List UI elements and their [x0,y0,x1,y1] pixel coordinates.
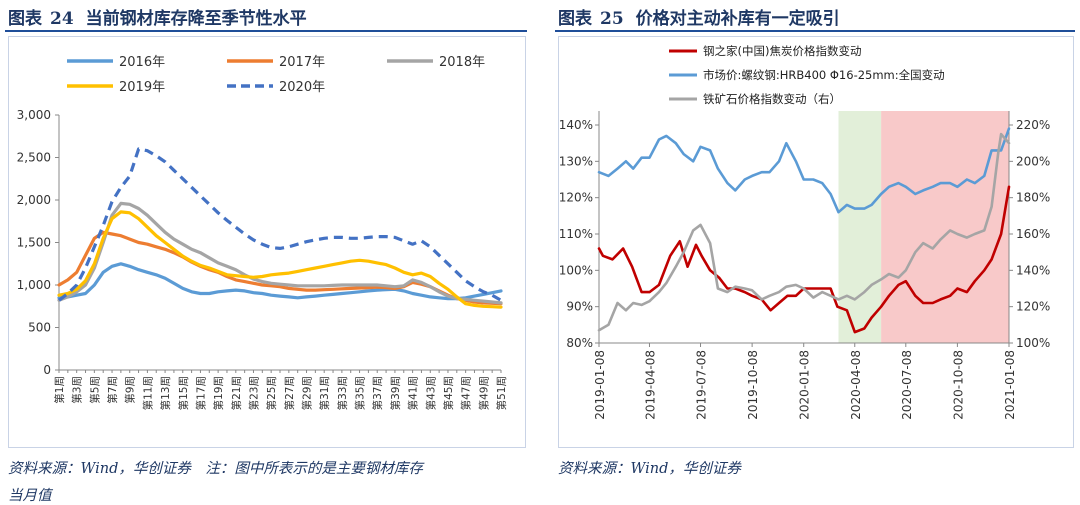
right-chart-panel: 80% 90% 100% 110% 120% 130% 140% 100% 120% 140% 16… [558,36,1074,448]
left-x-tick-label: 第1周 [53,376,66,404]
left-x-tick-label: 第37周 [371,376,384,410]
left-series-line-2016年 [57,262,503,301]
right-y-left-tick-label: 110% [559,227,593,241]
left-x-tick-label: 第31周 [318,376,331,410]
right-series-line-1 [597,127,1011,214]
left-series-line-2018年 [57,201,503,305]
right-x-tick-label: 2021-01-08 [1003,350,1017,420]
left-legend-label: 2016年 [119,55,165,70]
left-x-tick-label: 第33周 [336,376,349,410]
left-x-tick-label: 第47周 [460,376,473,410]
right-y-right-tick-label: 180% [1016,191,1050,205]
left-legend-label: 2017年 [279,55,325,70]
left-x-tick-label: 第17周 [194,376,207,410]
right-title-rule [555,30,1075,32]
right-series-line-2 [597,132,1011,332]
right-y-right-tick-label: 220% [1016,118,1050,132]
right-y-left-tick-label: 100% [559,263,593,277]
right-y-right-tick-label: 100% [1016,336,1050,350]
left-x-tick-label: 第21周 [230,376,243,410]
left-figure-title: 图表 24 当前钢材库存降至季节性水平 [8,4,307,29]
left-source-note: 资料来源：Wind，华创证券 注：图中所表示的是主要钢材库存 [8,461,423,477]
right-x-tick-label: 2020-10-08 [951,350,965,420]
right-title-text: 价格对主动补库有一定吸引 [635,9,840,29]
left-x-tick-label: 第49周 [477,376,490,410]
right-legend-label: 市场价:螺纹钢:HRB400 Φ16-25mm:全国变动 [703,68,945,82]
right-x-tick-label: 2019-10-08 [746,350,760,420]
left-x-tick-label: 第35周 [354,376,367,410]
right-y-right-tick-label: 120% [1016,300,1050,314]
right-x-tick-label: 2019-04-08 [643,350,657,420]
right-figure-number: 25 [600,9,624,29]
left-y-tick-label: 3,000 [17,108,51,122]
left-y-tick-label: 0 [43,363,51,377]
left-series-line-2020年 [58,147,502,302]
left-x-tick-label: 第39周 [389,376,402,410]
right-y-right-tick-label: 140% [1016,263,1050,277]
left-y-tick-label: 2,500 [17,151,51,165]
right-y-left-tick-label: 90% [566,300,593,314]
left-chart-svg: 0 500 1,000 1,500 2,000 2,500 3,000 第1周 第3周 第5周 第7… [17,55,508,410]
left-title-rule [5,30,527,32]
left-legend-label: 2019年 [119,80,165,95]
right-figure-title: 图表 25 价格对主动补库有一定吸引 [558,4,840,29]
right-y-left-tick-label: 80% [566,336,593,350]
left-x-tick-label: 第9周 [124,376,137,404]
left-x-tick-label: 第23周 [247,376,260,410]
left-source-note-line2: 当月值 [8,488,52,504]
left-chart-panel: 0 500 1,000 1,500 2,000 2,500 3,000 第1周 第3周 第5周 第7… [8,36,526,448]
left-x-tick-label: 第15周 [177,376,190,410]
left-x-tick-label: 第7周 [106,376,119,404]
right-source-note: 资料来源：Wind，华创证券 [558,461,741,477]
left-x-tick-label: 第41周 [407,376,420,410]
left-x-tick-label: 第25周 [265,376,278,410]
right-chart-svg: 80% 90% 100% 110% 120% 130% 140% 100% 120% 140% 16… [559,44,1051,420]
left-legend-label: 2020年 [279,80,325,95]
right-shaded-band-1 [881,111,1009,343]
left-series-line-2019年 [57,210,503,309]
left-legend-label: 2018年 [439,55,485,70]
right-x-tick-label: 2019-07-08 [695,350,709,420]
right-x-tick-label: 2020-04-08 [849,350,863,420]
left-title-text: 当前钢材库存降至季节性水平 [85,9,307,29]
right-y-left-tick-label: 130% [559,154,593,168]
right-y-right-tick-label: 200% [1016,154,1050,168]
left-series-line-2017年 [57,230,503,306]
left-x-tick-label: 第13周 [159,376,172,410]
left-figure-number: 24 [50,9,74,29]
left-x-tick-label: 第43周 [424,376,437,410]
right-x-tick-label: 2020-07-08 [900,350,914,420]
right-legend-label: 铁矿石价格指数变动（右） [703,92,841,106]
left-y-tick-label: 1,000 [17,278,51,292]
right-x-tick-label: 2020-01-08 [798,350,812,420]
left-x-tick-label: 第11周 [141,376,154,410]
left-y-tick-label: 1,500 [17,236,51,250]
left-y-tick-label: 2,000 [17,193,51,207]
right-y-left-tick-label: 140% [559,118,593,132]
left-y-tick-label: 500 [28,321,51,335]
left-x-tick-label: 第27周 [283,376,296,410]
left-x-tick-label: 第3周 [71,376,84,404]
left-x-tick-label: 第19周 [212,376,225,410]
right-y-left-tick-label: 120% [559,191,593,205]
left-x-tick-label: 第51周 [495,376,508,410]
right-x-tick-label: 2019-01-08 [593,350,607,420]
left-x-tick-label: 第5周 [88,376,101,404]
right-legend-label: 钢之家(中国)焦炭价格指数变动 [703,44,861,58]
left-x-tick-label: 第45周 [442,376,455,410]
left-figure-label: 图表 [8,9,42,29]
left-x-tick-label: 第29周 [301,376,314,410]
right-figure-label: 图表 [558,9,592,29]
right-shaded-band-0 [838,111,882,343]
right-y-right-tick-label: 160% [1016,227,1050,241]
